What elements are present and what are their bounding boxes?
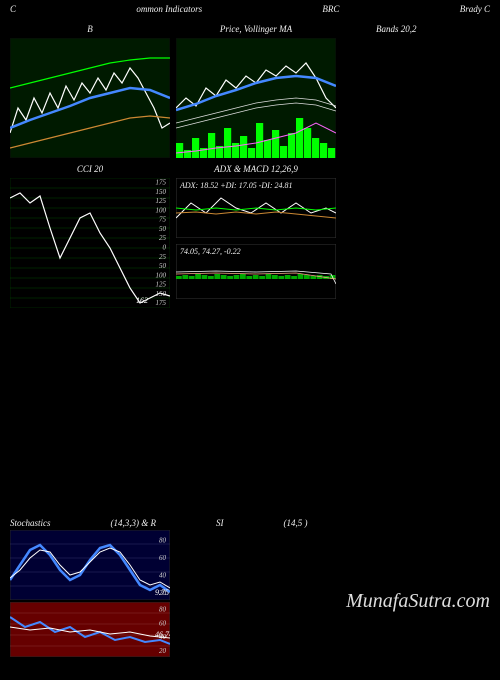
hdr-cl: ommon Indicators: [136, 4, 202, 14]
chart-cci-container: CCI 20 175150125100755025025501001251501…: [10, 162, 170, 308]
svg-text:100: 100: [156, 271, 167, 279]
header-bar: C ommon Indicators BRC Brady C: [0, 0, 500, 18]
svg-text:60: 60: [159, 554, 167, 562]
svg-text:25: 25: [159, 234, 167, 242]
chart-stoch-container: 806040209.75 8060402046.74: [10, 530, 170, 657]
chart-stoch: 806040209.75: [10, 530, 170, 600]
svg-text:125: 125: [156, 281, 167, 289]
rsi-label: SI: [216, 518, 224, 528]
svg-text:80: 80: [159, 536, 167, 544]
svg-text:150: 150: [156, 188, 167, 196]
hdr-cr: BRC: [322, 4, 339, 14]
svg-text:25: 25: [159, 253, 167, 261]
chart-cci: 17515012510075502502550100125150175162: [10, 178, 170, 308]
svg-text:175: 175: [156, 299, 167, 307]
watermark: MunafaSutra.com: [346, 590, 490, 613]
svg-text:9.75: 9.75: [155, 588, 169, 597]
svg-text:0: 0: [163, 244, 167, 252]
svg-text:50: 50: [159, 262, 167, 270]
svg-text:60: 60: [159, 619, 167, 627]
row-3-titles: Stochastics (14,3,3) & R SI (14,5 ): [0, 518, 500, 528]
rsi-params: (14,5 ): [284, 518, 308, 528]
chart-adx-title: ADX & MACD 12,26,9: [214, 164, 298, 176]
chart-cci-title: CCI 20: [77, 164, 103, 176]
bands-label-container: Bands 20,2: [376, 22, 417, 38]
svg-text:40: 40: [159, 571, 167, 579]
svg-text:50: 50: [159, 225, 167, 233]
bands-label: Bands 20,2: [376, 24, 417, 36]
chart-macd: 74.05, 74.27, -0.22: [176, 244, 336, 299]
row-1: B Price, Vollinger MA Bands 20,2: [0, 22, 500, 158]
chart-rsi: 8060402046.74: [10, 602, 170, 657]
svg-text:46.74: 46.74: [155, 630, 170, 639]
svg-text:175: 175: [156, 179, 167, 187]
chart-price-title: Price, Vollinger MA: [220, 24, 292, 36]
chart-adx-macd-container: ADX & MACD 12,26,9 ADX: 18.52 +DI: 17.05…: [176, 162, 336, 299]
stoch-label: Stochastics: [10, 518, 51, 528]
svg-text:74.05, 74.27, -0.22: 74.05, 74.27, -0.22: [180, 247, 241, 256]
hdr-right: Brady C: [460, 4, 490, 14]
chart-b-title: B: [87, 24, 93, 36]
svg-text:20: 20: [159, 647, 167, 655]
chart-b-container: B: [10, 22, 170, 158]
row-2: CCI 20 175150125100755025025501001251501…: [0, 162, 500, 308]
svg-text:ADX: 18.52 +DI: 17.05 -DI: 24: ADX: 18.52 +DI: 17.05 -DI: 24.81: [179, 181, 293, 190]
svg-text:80: 80: [159, 606, 167, 614]
chart-adx: ADX: 18.52 +DI: 17.05 -DI: 24.81: [176, 178, 336, 238]
chart-b: [10, 38, 170, 158]
stoch-params: (14,3,3) & R: [111, 518, 157, 528]
svg-text:125: 125: [156, 197, 167, 205]
svg-text:162: 162: [136, 296, 148, 305]
chart-price: [176, 38, 336, 158]
svg-text:100: 100: [156, 206, 167, 214]
hdr-left: C: [10, 4, 16, 14]
chart-price-container: Price, Vollinger MA: [176, 22, 336, 158]
svg-text:75: 75: [159, 216, 167, 224]
